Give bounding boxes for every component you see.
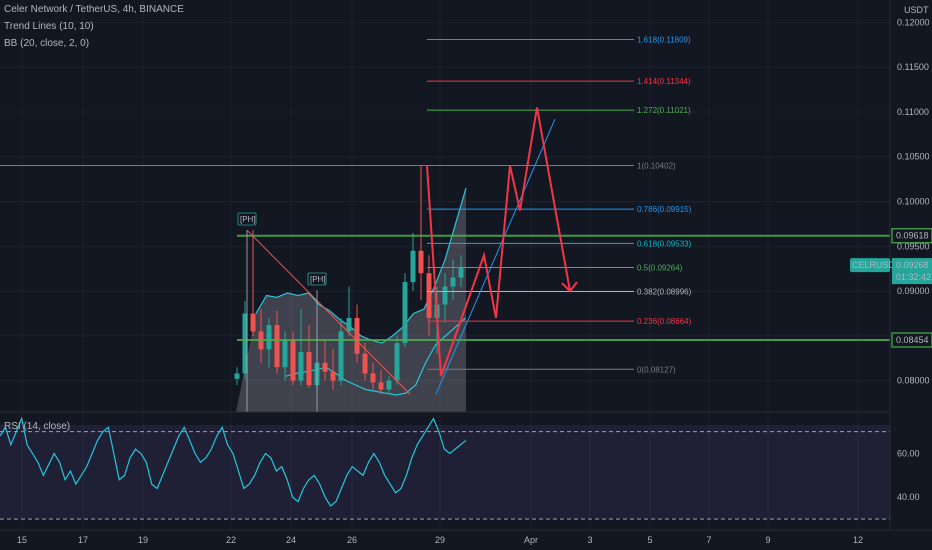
candle-body-19 <box>386 380 392 390</box>
time-tick-1: 17 <box>78 535 88 545</box>
projection-arrowhead <box>561 281 578 293</box>
grid-lines <box>0 0 890 530</box>
candle-body-8 <box>298 351 304 381</box>
price-tick-3: 0.10500 <box>897 152 930 162</box>
candle-body-24 <box>426 273 432 318</box>
price-axis-unit: USDT <box>904 5 929 15</box>
candle-body-26 <box>442 286 448 305</box>
rsi-indicator-label[interactable]: RSI (14, close) <box>4 421 71 432</box>
symbol-tag-bg <box>850 258 890 273</box>
rsi-tick-1: 40.00 <box>897 492 920 502</box>
candle-body-22 <box>410 250 416 283</box>
price-tick-6: 0.09000 <box>897 286 930 296</box>
time-tick-6: 29 <box>435 535 445 545</box>
fib-label-0: 1.618(0.11809) <box>637 35 691 44</box>
symbol-tag-text: CELRUSDT <box>852 260 901 270</box>
candle-body-14 <box>346 317 352 332</box>
projection-path <box>426 107 578 377</box>
key-level-tag-1 <box>891 332 932 348</box>
price-tick-1: 0.11500 <box>897 62 929 72</box>
time-tick-12: 12 <box>853 535 863 545</box>
pivot-box-0 <box>237 212 257 226</box>
time-tick-7: Apr <box>524 535 538 545</box>
candle-body-9 <box>306 351 312 386</box>
candle-body-11 <box>322 362 328 372</box>
candle-body-4 <box>266 325 272 350</box>
last-price-value: 0.09268 <box>896 260 929 270</box>
trend-down-line <box>246 229 411 395</box>
candle-body-0 <box>234 373 240 379</box>
symbol-title[interactable]: Celer Network / TetherUS, 4h, BINANCE <box>4 4 184 15</box>
fib-label-1: 1.414(0.11344) <box>637 77 691 86</box>
rsi-panel <box>0 411 890 520</box>
key-level-tag-text-1: 0.08454 <box>896 335 929 345</box>
key-level-tag-text-0: 0.09618 <box>896 231 929 241</box>
candle-body-5 <box>274 325 280 368</box>
price-tick-5: 0.09500 <box>897 241 930 251</box>
candle-body-7 <box>290 340 296 381</box>
fib-label-7: 0.382(0.08996) <box>637 287 692 296</box>
fib-label-3: 1(0.10402) <box>637 162 676 171</box>
bb-indicator-label[interactable]: BB (20, close, 2, 0) <box>4 38 90 49</box>
time-tick-4: 24 <box>286 535 296 545</box>
rsi-band-fill <box>0 425 890 519</box>
price-tick-0: 0.12000 <box>897 17 930 27</box>
candle-body-20 <box>394 343 400 381</box>
projection-zigzag <box>426 107 571 377</box>
last-price-countdown: 01:32:42 <box>896 272 931 282</box>
candle-body-2 <box>250 313 256 332</box>
rsi-line <box>0 416 467 507</box>
pivot-box-1 <box>307 272 327 286</box>
fib-label-2: 1.272(0.11021) <box>637 106 691 115</box>
fib-label-4: 0.786(0.09915) <box>637 205 692 214</box>
candle-body-12 <box>330 371 336 381</box>
candle-body-17 <box>370 373 376 383</box>
price-tick-4: 0.10000 <box>897 197 930 207</box>
pivot-label-0: [PH] <box>240 215 256 224</box>
time-tick-11: 9 <box>765 535 770 545</box>
price-tick-2: 0.11000 <box>897 107 929 117</box>
horizontal-levels <box>237 234 890 341</box>
time-tick-8: 3 <box>587 535 592 545</box>
trend-lines-indicator-label[interactable]: Trend Lines (10, 10) <box>4 21 94 32</box>
time-tick-3: 22 <box>226 535 236 545</box>
trend-up-line <box>435 118 556 395</box>
candle-body-1 <box>242 313 248 374</box>
candle-body-27 <box>450 277 456 287</box>
candle-body-16 <box>362 353 368 374</box>
candle-body-15 <box>354 317 360 354</box>
rsi-tick-0: 60.00 <box>897 449 920 459</box>
price-tick-8: 0.08000 <box>897 376 930 386</box>
fib-label-5: 0.618(0.09533) <box>637 239 692 248</box>
candles <box>234 165 464 395</box>
candle-body-28 <box>458 266 464 278</box>
candle-body-13 <box>338 331 344 381</box>
candle-body-23 <box>418 250 424 274</box>
candle-body-21 <box>402 282 408 344</box>
fib-label-6: 0.5(0.09264) <box>637 263 683 272</box>
time-tick-5: 26 <box>347 535 357 545</box>
fib-label-9: 0(0.08127) <box>637 365 676 374</box>
trend-lines: [PH] [PH] <box>237 118 556 412</box>
time-tick-0: 15 <box>17 535 27 545</box>
candle-body-6 <box>282 340 288 368</box>
time-axis: 15 17 19 22 24 26 29 Apr 3 5 7 9 12 <box>0 529 932 545</box>
time-tick-2: 19 <box>138 535 148 545</box>
time-tick-10: 7 <box>706 535 711 545</box>
last-price-tag-bg <box>892 258 932 285</box>
pivot-label-1: [PH] <box>310 275 326 284</box>
fib-label-8: 0.236(0.08664) <box>637 317 692 326</box>
key-level-tag-0 <box>891 228 932 244</box>
time-tick-9: 5 <box>647 535 652 545</box>
candle-body-18 <box>378 382 384 390</box>
